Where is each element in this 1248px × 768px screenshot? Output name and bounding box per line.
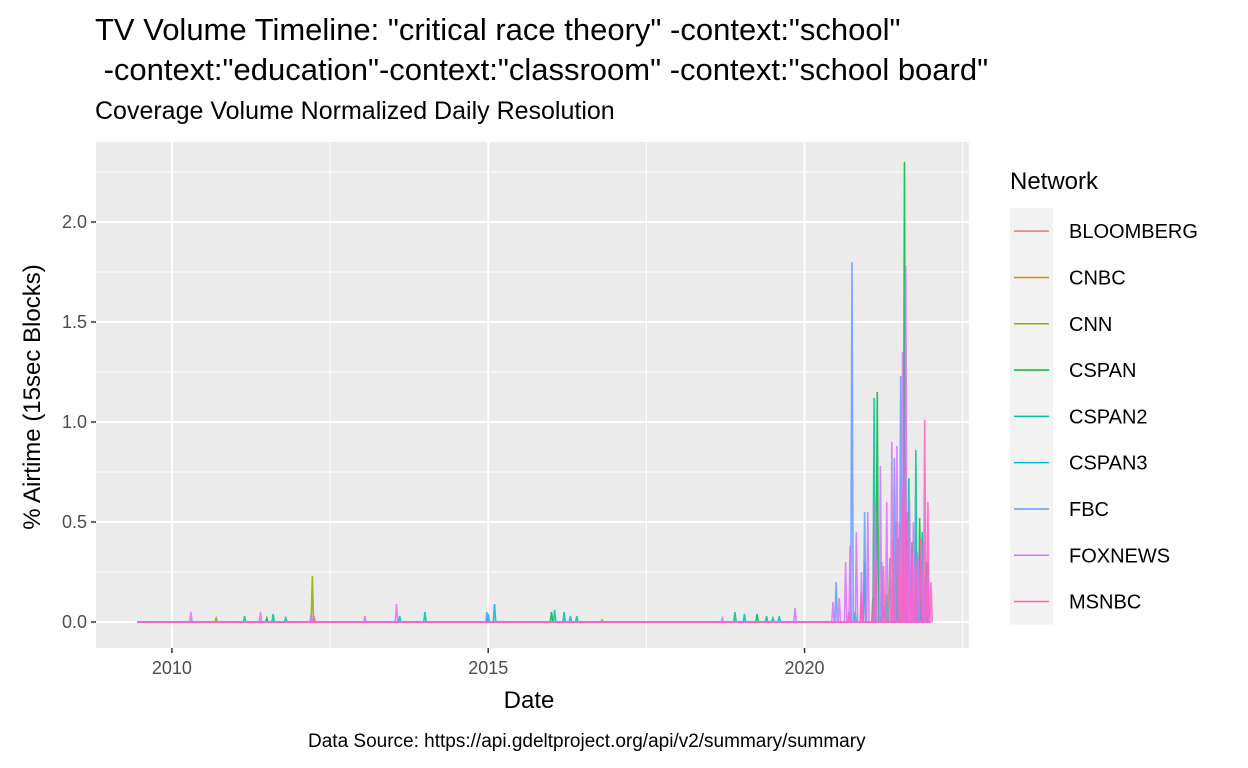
series-point: [849, 261, 854, 623]
y-tick-label: 1.0: [62, 412, 87, 432]
series-point: [568, 615, 573, 623]
legend-label: CSPAN3: [1069, 453, 1148, 475]
x-tick-label: 2010: [152, 658, 192, 678]
series-point: [929, 581, 934, 623]
series-point: [422, 611, 427, 623]
legend-item-fbc: FBC: [1014, 499, 1109, 521]
legend-label: BLOOMBERG: [1069, 221, 1198, 243]
series-point: [394, 603, 399, 623]
series-point: [854, 531, 859, 623]
y-tick-label: 0.5: [62, 512, 87, 532]
series-point: [742, 613, 747, 623]
legend-label: CSPAN2: [1069, 406, 1148, 428]
legend-item-cspan3: CSPAN3: [1014, 453, 1148, 475]
series-point: [793, 607, 798, 623]
series-point: [312, 615, 317, 623]
legend-item-cnn: CNN: [1014, 314, 1112, 336]
legend-label: CSPAN: [1069, 360, 1136, 382]
series-point: [894, 445, 899, 623]
x-axis-title: Date: [504, 687, 555, 714]
series-point: [881, 565, 886, 623]
series-point: [891, 537, 896, 623]
y-axis-title: % Airtime (15sec Blocks): [19, 264, 46, 529]
series-point: [862, 511, 867, 623]
series-point: [271, 613, 276, 623]
series-point: [910, 551, 915, 623]
series-point: [214, 615, 219, 623]
series-point: [922, 419, 927, 623]
series-point: [878, 465, 883, 623]
data-source-caption: Data Source: https://api.gdeltproject.or…: [308, 731, 866, 752]
series-point: [258, 611, 263, 623]
series-point: [903, 265, 908, 623]
series-point: [913, 561, 918, 623]
series-point: [843, 561, 848, 623]
legend-item-msnbc: MSNBC: [1014, 592, 1141, 614]
series-point: [897, 521, 902, 623]
series-point: [755, 613, 760, 623]
series-point: [901, 485, 906, 623]
series-point: [574, 615, 579, 623]
x-tick-label: 2015: [468, 658, 508, 678]
series-point: [834, 581, 839, 623]
legend-item-foxnews: FOXNEWS: [1014, 545, 1170, 567]
legend-label: FBC: [1069, 499, 1109, 521]
series-point: [484, 611, 489, 623]
plot-panel: [96, 142, 969, 648]
y-tick-label: 1.5: [62, 312, 87, 332]
legend-item-cnbc: CNBC: [1014, 267, 1126, 289]
legend-label: FOXNEWS: [1069, 545, 1170, 567]
series-point: [905, 511, 910, 623]
series-msnbc: [137, 419, 934, 623]
legend-label: MSNBC: [1069, 592, 1141, 614]
chart-title: TV Volume Timeline: "critical race theor…: [95, 12, 989, 87]
legend-label: CNBC: [1069, 267, 1126, 289]
series-point: [859, 591, 864, 623]
chart-subtitle: Coverage Volume Normalized Daily Resolut…: [95, 97, 615, 125]
series-point: [918, 537, 923, 623]
series-point: [720, 615, 725, 623]
legend-item-bloomberg: BLOOMBERG: [1014, 221, 1198, 243]
x-tick-label: 2020: [784, 658, 824, 678]
series-point: [549, 611, 554, 623]
legend-item-cspan2: CSPAN2: [1014, 406, 1148, 428]
series-point: [837, 597, 842, 623]
series-point: [865, 511, 870, 623]
series-point: [848, 545, 853, 623]
series-point: [310, 575, 315, 623]
panel-background: [96, 142, 969, 648]
series-point: [916, 557, 921, 623]
series-point: [830, 601, 835, 623]
series-point: [732, 611, 737, 623]
series-point: [283, 615, 288, 623]
series-point: [242, 615, 247, 623]
y-tick-label: 0.0: [62, 612, 87, 632]
series-point: [872, 561, 877, 623]
series-point: [925, 501, 930, 623]
series-point: [362, 615, 367, 623]
series-point: [309, 613, 314, 623]
series-lines: [137, 161, 934, 623]
series-point: [764, 615, 769, 623]
legend-item-cspan: CSPAN: [1014, 360, 1136, 382]
legend-title: Network: [1010, 168, 1099, 195]
series-point: [884, 501, 889, 623]
series-point: [188, 611, 193, 623]
legend-label: CNN: [1069, 314, 1112, 336]
legend: Network BLOOMBERG CNBC CNN CSPAN CSPAN2 CSPAN…: [1010, 168, 1198, 625]
series-point: [562, 611, 567, 623]
series-point: [492, 603, 497, 623]
series-point: [846, 611, 851, 623]
axes: 0.0 0.5 1.0 1.5 2.0 2010 2015 2020: [62, 212, 825, 678]
series-point: [552, 609, 557, 623]
series-point: [777, 615, 782, 623]
series-point: [264, 615, 269, 623]
y-tick-label: 2.0: [62, 212, 87, 232]
series-point: [770, 615, 775, 623]
series-point: [907, 501, 912, 623]
series-point: [397, 615, 402, 623]
